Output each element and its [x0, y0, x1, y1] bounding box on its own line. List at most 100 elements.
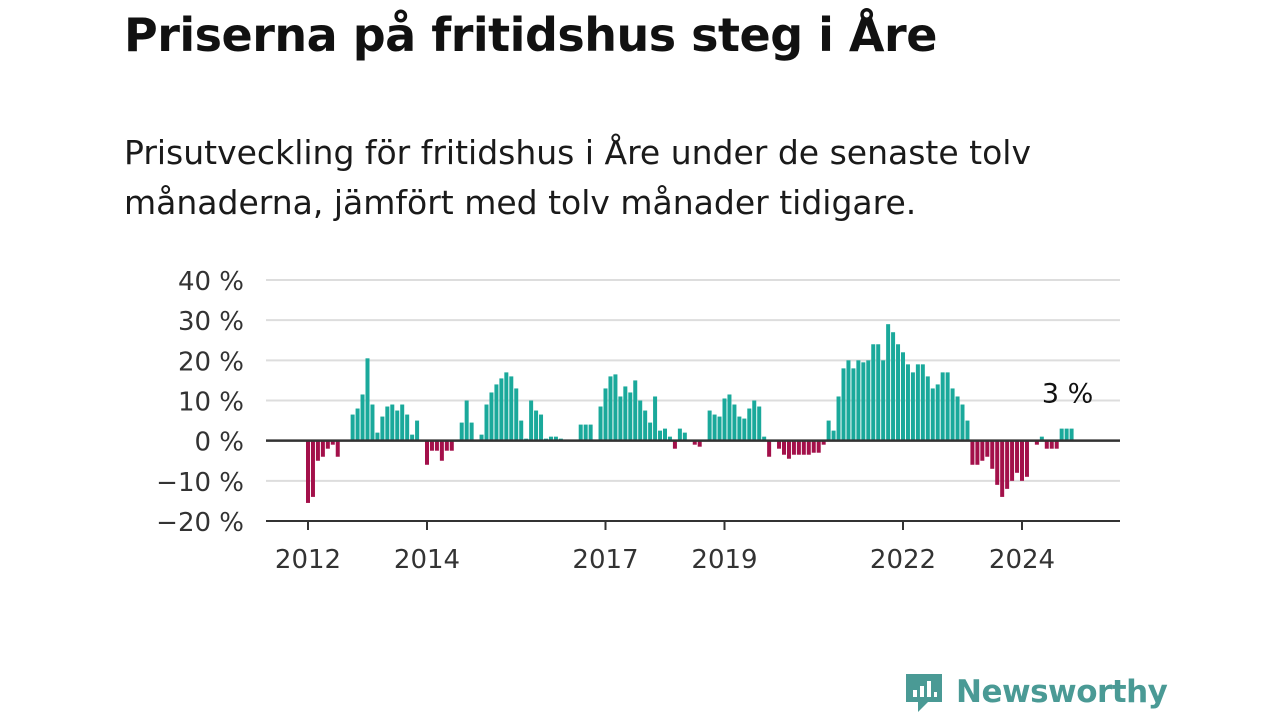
bar: [811, 440, 816, 453]
bar: [598, 406, 603, 441]
x-tick-label: 2014: [394, 545, 460, 575]
x-tick-label: 2012: [275, 545, 341, 575]
bar: [375, 432, 380, 441]
bar: [995, 440, 1000, 485]
y-tick-label: 20 %: [178, 347, 244, 377]
bar: [360, 394, 365, 441]
bar: [782, 440, 786, 455]
bar: [425, 440, 429, 465]
bar: [975, 440, 980, 465]
bar: [930, 388, 935, 441]
bar: [767, 440, 772, 457]
bar: [677, 428, 682, 441]
bar: [509, 376, 514, 441]
bar: [1020, 440, 1024, 481]
bar: [643, 410, 648, 441]
bar: [737, 416, 742, 441]
x-tick-label: 2017: [572, 545, 638, 575]
bar: [1039, 436, 1044, 441]
bar: [826, 420, 831, 441]
bar: [831, 430, 836, 441]
y-tick-label: −10 %: [156, 468, 244, 498]
bar: [1010, 440, 1015, 481]
bar: [623, 386, 628, 441]
bar: [707, 410, 712, 441]
bar: [658, 430, 663, 441]
bar: [648, 422, 653, 441]
bar: [633, 380, 638, 441]
bar: [315, 440, 320, 461]
bar: [722, 398, 727, 441]
bar: [727, 394, 732, 441]
bar: [415, 420, 420, 441]
bar: [955, 396, 960, 441]
bar: [920, 364, 925, 441]
bar: [1044, 440, 1049, 449]
bar: [1054, 440, 1059, 449]
bar: [603, 388, 608, 441]
bar: [866, 360, 871, 441]
bar: [504, 372, 509, 441]
bar: [881, 360, 886, 441]
bar: [529, 400, 534, 441]
x-tick-label: 2024: [989, 545, 1055, 575]
bar: [444, 440, 449, 451]
bar: [519, 420, 524, 441]
bar: [915, 364, 920, 441]
bar: [970, 440, 975, 465]
bar: [484, 404, 489, 441]
bar: [905, 364, 910, 441]
bar: [697, 440, 702, 447]
bar: [672, 440, 677, 449]
bar: [752, 400, 757, 441]
bar: [806, 440, 811, 455]
bar: [841, 368, 846, 441]
bar: [950, 388, 955, 441]
bar: [459, 422, 464, 441]
last-value-annotation: 3 %: [1042, 379, 1093, 410]
bar: [400, 404, 405, 441]
bar: [1005, 440, 1010, 489]
bar: [1034, 440, 1039, 445]
bar: [762, 436, 767, 441]
y-tick-label: 10 %: [178, 388, 244, 418]
bar: [742, 418, 747, 441]
bar: [370, 404, 375, 441]
bar: [960, 404, 965, 441]
bar: [861, 362, 866, 441]
chart-subtitle: Prisutveckling för fritidshus i Åre unde…: [124, 133, 1031, 222]
bar: [390, 404, 395, 441]
bar: [777, 440, 782, 449]
chart-title: Priserna på fritidshus steg i Åre: [124, 8, 937, 62]
y-tick-label: 40 %: [178, 267, 244, 297]
bar: [851, 368, 856, 441]
bar: [320, 440, 325, 457]
bar: [479, 434, 484, 441]
bar: [429, 440, 434, 451]
x-tick-label: 2022: [870, 545, 936, 575]
bar: [747, 408, 752, 441]
y-tick-label: −20 %: [156, 508, 244, 538]
bar: [896, 344, 901, 441]
bar: [534, 410, 539, 441]
bar: [1024, 440, 1029, 477]
bar: [578, 424, 583, 441]
bar: [514, 388, 519, 441]
bar: [583, 424, 588, 441]
bar: [801, 440, 806, 455]
bar: [548, 436, 553, 441]
bar: [796, 440, 801, 455]
bar: [891, 332, 896, 441]
bar: [985, 440, 990, 457]
bar: [1064, 428, 1069, 441]
bar: [980, 440, 985, 461]
bar: [836, 396, 841, 441]
bar: [494, 384, 499, 441]
bar: [588, 424, 593, 441]
bar: [856, 360, 861, 441]
bar: [876, 344, 881, 441]
bar: [380, 416, 385, 441]
bar: [449, 440, 454, 451]
bar: [940, 372, 945, 441]
